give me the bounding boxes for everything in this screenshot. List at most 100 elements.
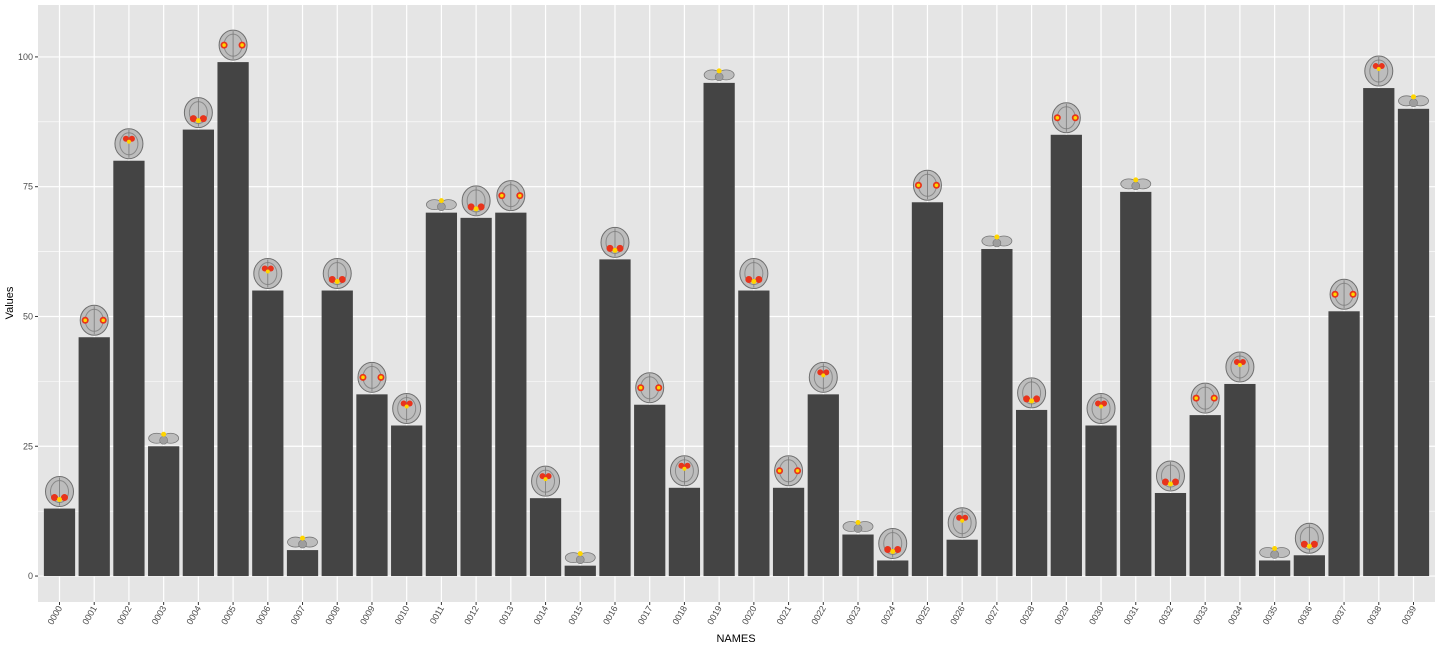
y-tick-label: 0 (28, 571, 33, 581)
brain-slice-icon (287, 535, 318, 549)
x-tick-label: 0036 (1295, 604, 1314, 626)
x-tick-label: 0008 (323, 604, 342, 626)
x-tick-label: 0033 (1191, 604, 1210, 626)
y-tick-label: 75 (23, 182, 33, 192)
brain-slice-icon (114, 128, 144, 160)
brain-slice-icon (1120, 177, 1152, 191)
bar (1397, 108, 1430, 577)
x-tick-label: 0035 (1261, 604, 1280, 626)
brain-slice-icon (253, 258, 283, 290)
bar (564, 565, 596, 577)
bar (807, 394, 839, 577)
x-tick-label: 0019 (705, 604, 724, 626)
brain-slice-icon (1017, 377, 1047, 409)
brain-slice-icon (496, 180, 526, 212)
bar (1154, 492, 1187, 577)
bar (1293, 555, 1325, 577)
x-tick-label: 0031 (1122, 604, 1141, 626)
bar (43, 508, 76, 577)
bar (217, 62, 249, 577)
x-tick-label: 0002 (115, 604, 134, 626)
x-tick-label: 0029 (1052, 604, 1071, 626)
bar (1259, 560, 1291, 577)
brain-slice-icon (1155, 460, 1185, 492)
x-tick-label: 0011 (428, 604, 446, 626)
x-tick-label: 0038 (1365, 604, 1384, 626)
bar (1050, 134, 1082, 577)
brain-slice-icon (1294, 522, 1324, 554)
bar (425, 212, 458, 577)
brain-slice-icon (461, 185, 491, 217)
x-tick-label: 0022 (809, 604, 828, 626)
bar (911, 202, 944, 577)
x-axis: 0000 0001 0002 0003 0004 0005 0006 0007 0008 0009… (46, 602, 1419, 626)
bar (981, 248, 1013, 577)
x-tick-label: 0005 (219, 604, 238, 626)
x-tick-label: 0028 (1018, 604, 1037, 626)
bar (877, 560, 909, 577)
brain-slice-icon (808, 361, 838, 393)
x-tick-label: 0001 (80, 604, 99, 626)
bar (113, 160, 145, 577)
bar (1328, 311, 1360, 577)
bar (182, 129, 214, 577)
brain-slice-icon (1190, 382, 1220, 414)
x-tick-label: 0010 (393, 604, 412, 626)
brain-slice-icon (1086, 392, 1116, 424)
bar (738, 290, 770, 577)
brain-slice-icon (703, 68, 735, 82)
y-tick-label: 50 (23, 311, 33, 321)
x-tick-label: 0012 (462, 604, 481, 626)
x-tick-label: 0037 (1330, 604, 1349, 626)
bar (1015, 409, 1048, 577)
brain-slice-icon (531, 465, 561, 497)
brain-slice-icon (878, 527, 908, 559)
x-tick-label: 0030 (1087, 604, 1106, 626)
x-tick-label: 0004 (184, 604, 203, 626)
brain-slice-icon (739, 258, 769, 290)
x-tick-label: 0013 (497, 604, 516, 626)
x-tick-label: 0034 (1226, 604, 1245, 626)
x-tick-label: 0023 (844, 604, 863, 626)
brain-slice-icon (1398, 94, 1429, 108)
brain-slice-icon (425, 198, 457, 211)
bar (391, 425, 423, 577)
brain-slice-icon (774, 455, 804, 487)
x-tick-label: 0015 (566, 604, 585, 626)
brain-slice-icon (564, 551, 596, 564)
brain-slice-icon (635, 372, 665, 404)
brain-slice-icon (1364, 55, 1394, 87)
bar (1189, 415, 1221, 577)
bar (1363, 88, 1395, 577)
x-tick-label: 0027 (983, 604, 1002, 626)
bar (356, 394, 388, 577)
bar (286, 550, 319, 577)
x-tick-label: 0017 (636, 604, 655, 626)
brain-slice-icon (1225, 351, 1255, 383)
bar (1085, 425, 1117, 577)
x-tick-label: 0003 (150, 604, 169, 626)
x-tick-label: 0025 (914, 604, 933, 626)
x-tick-label: 0006 (254, 604, 273, 626)
x-tick-label: 0018 (670, 604, 689, 626)
bar (772, 487, 805, 577)
x-tick-label: 0039 (1400, 604, 1419, 626)
x-tick-label: 0016 (601, 604, 620, 626)
brain-slice-icon (45, 476, 74, 508)
x-tick-label: 0026 (948, 604, 967, 626)
brain-slice-icon (912, 169, 942, 201)
brain-slice-icon (947, 507, 977, 539)
brain-slice-icon (842, 520, 874, 533)
bar (842, 534, 874, 577)
brain-slice-icon (392, 392, 422, 424)
brain-slice-icon (79, 304, 109, 336)
x-tick-label: 0014 (532, 604, 551, 626)
x-tick-label: 0021 (775, 604, 794, 626)
y-axis-title: Values (4, 286, 16, 319)
bar (78, 337, 110, 577)
x-tick-label: 0020 (740, 604, 759, 626)
x-tick-label: 0007 (289, 604, 308, 626)
bar (529, 498, 562, 577)
bars (43, 62, 1430, 577)
